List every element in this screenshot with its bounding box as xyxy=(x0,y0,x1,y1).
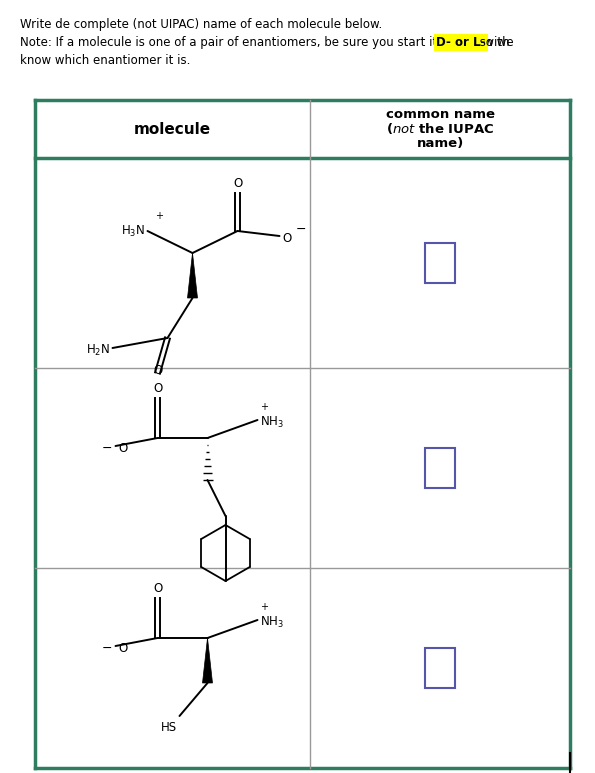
Bar xyxy=(425,648,455,688)
Bar xyxy=(425,243,455,283)
Text: −: − xyxy=(102,441,112,455)
Text: Write de complete (not UIPAC) name of each molecule below.: Write de complete (not UIPAC) name of ea… xyxy=(20,18,382,31)
Text: H$_2$N: H$_2$N xyxy=(86,342,111,358)
Text: H$_3$N: H$_3$N xyxy=(121,223,146,239)
Text: O: O xyxy=(153,582,162,595)
Text: O: O xyxy=(118,642,128,655)
Bar xyxy=(425,448,455,488)
Text: +: + xyxy=(261,402,268,412)
Text: +: + xyxy=(261,602,268,612)
Text: O: O xyxy=(153,364,162,377)
Text: −: − xyxy=(296,223,306,236)
Text: so we: so we xyxy=(476,36,513,49)
Polygon shape xyxy=(202,638,212,683)
Text: +: + xyxy=(155,211,164,221)
Text: name): name) xyxy=(416,137,464,149)
Text: D- or L-: D- or L- xyxy=(436,36,486,49)
Text: −: − xyxy=(102,642,112,655)
Text: O: O xyxy=(153,382,162,395)
Text: Note: If a molecule is one of a pair of enantiomers, be sure you start its name : Note: If a molecule is one of a pair of … xyxy=(20,36,513,49)
Text: know which enantiomer it is.: know which enantiomer it is. xyxy=(20,54,190,67)
Text: O: O xyxy=(283,233,292,246)
Text: HS: HS xyxy=(161,721,177,734)
Text: $\mathregular{NH_3}$: $\mathregular{NH_3}$ xyxy=(261,414,285,430)
Text: molecule: molecule xyxy=(134,121,211,137)
Text: O: O xyxy=(118,441,128,455)
Polygon shape xyxy=(187,253,198,298)
Text: common name: common name xyxy=(386,108,494,121)
Text: ($\it{not}$ the IUPAC: ($\it{not}$ the IUPAC xyxy=(386,121,494,137)
Text: O: O xyxy=(233,177,242,190)
Text: $\mathregular{NH_3}$: $\mathregular{NH_3}$ xyxy=(261,615,285,629)
